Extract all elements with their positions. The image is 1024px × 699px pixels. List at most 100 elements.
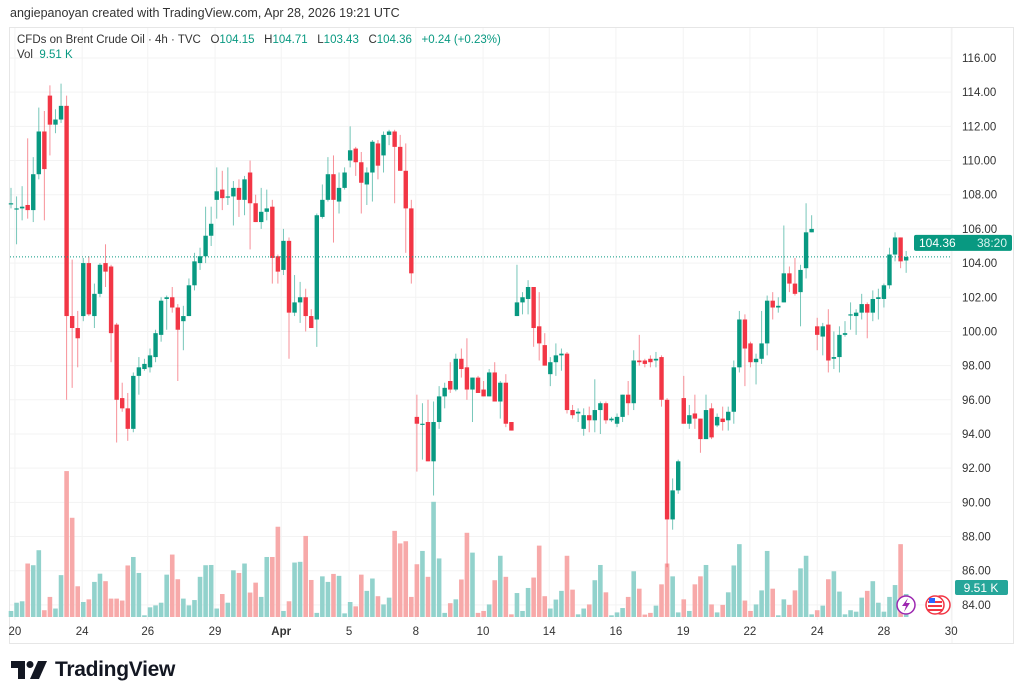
volume-bar — [119, 600, 125, 617]
candle-body — [253, 203, 258, 223]
candle-body — [353, 148, 358, 163]
volume-bar — [103, 581, 108, 617]
candle-body — [776, 305, 781, 308]
time-tick-label: 10 — [477, 626, 490, 638]
volume-bar — [247, 592, 253, 617]
candle-body — [659, 357, 664, 400]
candle-body — [637, 360, 642, 363]
volume-bar — [542, 596, 548, 617]
time-tick-label: 26 — [141, 626, 154, 638]
candle-body — [837, 334, 842, 358]
candle-body — [475, 377, 481, 393]
candle-body — [459, 358, 464, 370]
candle-body — [420, 423, 425, 425]
time-tick-label: 20 — [8, 626, 21, 638]
volume-bar — [492, 580, 498, 617]
candle-body — [120, 398, 125, 409]
candle-body — [681, 398, 686, 424]
tradingview-logo[interactable]: TradingView — [11, 658, 175, 682]
volume-bar — [242, 563, 247, 617]
volume-bar — [425, 576, 431, 617]
volume-bar — [631, 571, 637, 617]
volume-bar — [564, 555, 570, 617]
lightning-event-icon[interactable] — [896, 595, 916, 615]
volume-bar — [325, 581, 331, 617]
candle-body — [309, 316, 314, 329]
candle-body — [892, 237, 898, 255]
candle-body — [81, 263, 86, 317]
volume-bar — [653, 605, 659, 617]
candle-body — [809, 228, 814, 233]
volume-bar — [36, 550, 42, 617]
candle-body — [537, 326, 542, 344]
candle-body — [726, 411, 731, 421]
candle-body — [92, 293, 97, 317]
candle-body — [36, 131, 41, 175]
time-tick-label: 29 — [209, 626, 222, 638]
volume-bar — [614, 612, 620, 617]
candle-body — [342, 172, 347, 188]
volume-bar — [887, 596, 892, 617]
candle-body — [714, 416, 720, 426]
candle-body — [270, 206, 275, 258]
volume-bar — [281, 610, 286, 617]
volume-bar — [464, 532, 470, 617]
time-tick-label: 5 — [346, 626, 352, 638]
volume-bar — [881, 611, 887, 617]
us-flag-event-icon[interactable] — [925, 595, 951, 615]
candle-body — [881, 285, 887, 299]
volume-bar — [670, 576, 675, 617]
volume-bar — [809, 614, 814, 617]
candle-body — [742, 319, 748, 349]
candle-body — [781, 273, 787, 303]
volume-bar — [648, 612, 653, 617]
volume-bar — [787, 604, 792, 617]
candle-body — [320, 199, 325, 217]
candle-body — [97, 264, 103, 294]
candle-body — [292, 302, 297, 313]
candle-body — [347, 150, 353, 161]
volume-tag: 9.51 K — [955, 580, 1008, 595]
candle-body — [359, 162, 364, 183]
candle-body — [336, 187, 342, 202]
candle-body — [136, 367, 142, 376]
volume-bar — [25, 563, 30, 617]
volume-bar — [725, 592, 731, 617]
time-tick-label: 14 — [543, 626, 556, 638]
volume-bar — [575, 614, 581, 617]
candle-body — [792, 283, 798, 294]
candle-body — [887, 254, 892, 286]
volume-bar — [503, 576, 509, 617]
time-tick-label: 19 — [677, 626, 690, 638]
volume-bar — [703, 564, 709, 617]
volume-bar — [775, 615, 781, 617]
candle-body — [464, 367, 470, 390]
chart-attribution: angiepanoyan created with TradingView.co… — [10, 6, 400, 20]
volume-bar — [397, 543, 403, 617]
volume-bar — [581, 608, 586, 617]
volume-bar — [409, 596, 414, 617]
candle-body — [453, 358, 458, 390]
candle-body — [592, 410, 597, 421]
volume-bar — [331, 573, 336, 617]
time-axis[interactable]: 20 24 26 29 Apr 5 8 10 14 16 19 22 24 28 30 — [8, 626, 957, 638]
volume-bar — [675, 612, 681, 617]
volume-bar — [525, 587, 531, 617]
candle-body — [225, 196, 231, 198]
volume-bar — [258, 596, 264, 617]
price-axis[interactable]: 116.00 114.00 112.00 110.00 108.00 106.00 104.… — [962, 53, 997, 612]
price-tick-label: 94.00 — [962, 429, 991, 441]
volume-bar — [114, 598, 119, 617]
volume-bar — [737, 544, 742, 617]
candle-body — [642, 360, 648, 364]
candle-body — [247, 172, 253, 204]
candle-body — [859, 304, 864, 313]
volume-bar — [876, 602, 881, 617]
candle-body — [764, 300, 770, 344]
volume-bar — [347, 601, 353, 617]
volume-bar — [286, 601, 292, 617]
volume-bar — [320, 576, 325, 617]
symbol-title[interactable]: CFDs on Brent Crude Oil · 4h · TVC — [17, 34, 201, 46]
volume-bar — [158, 602, 164, 617]
